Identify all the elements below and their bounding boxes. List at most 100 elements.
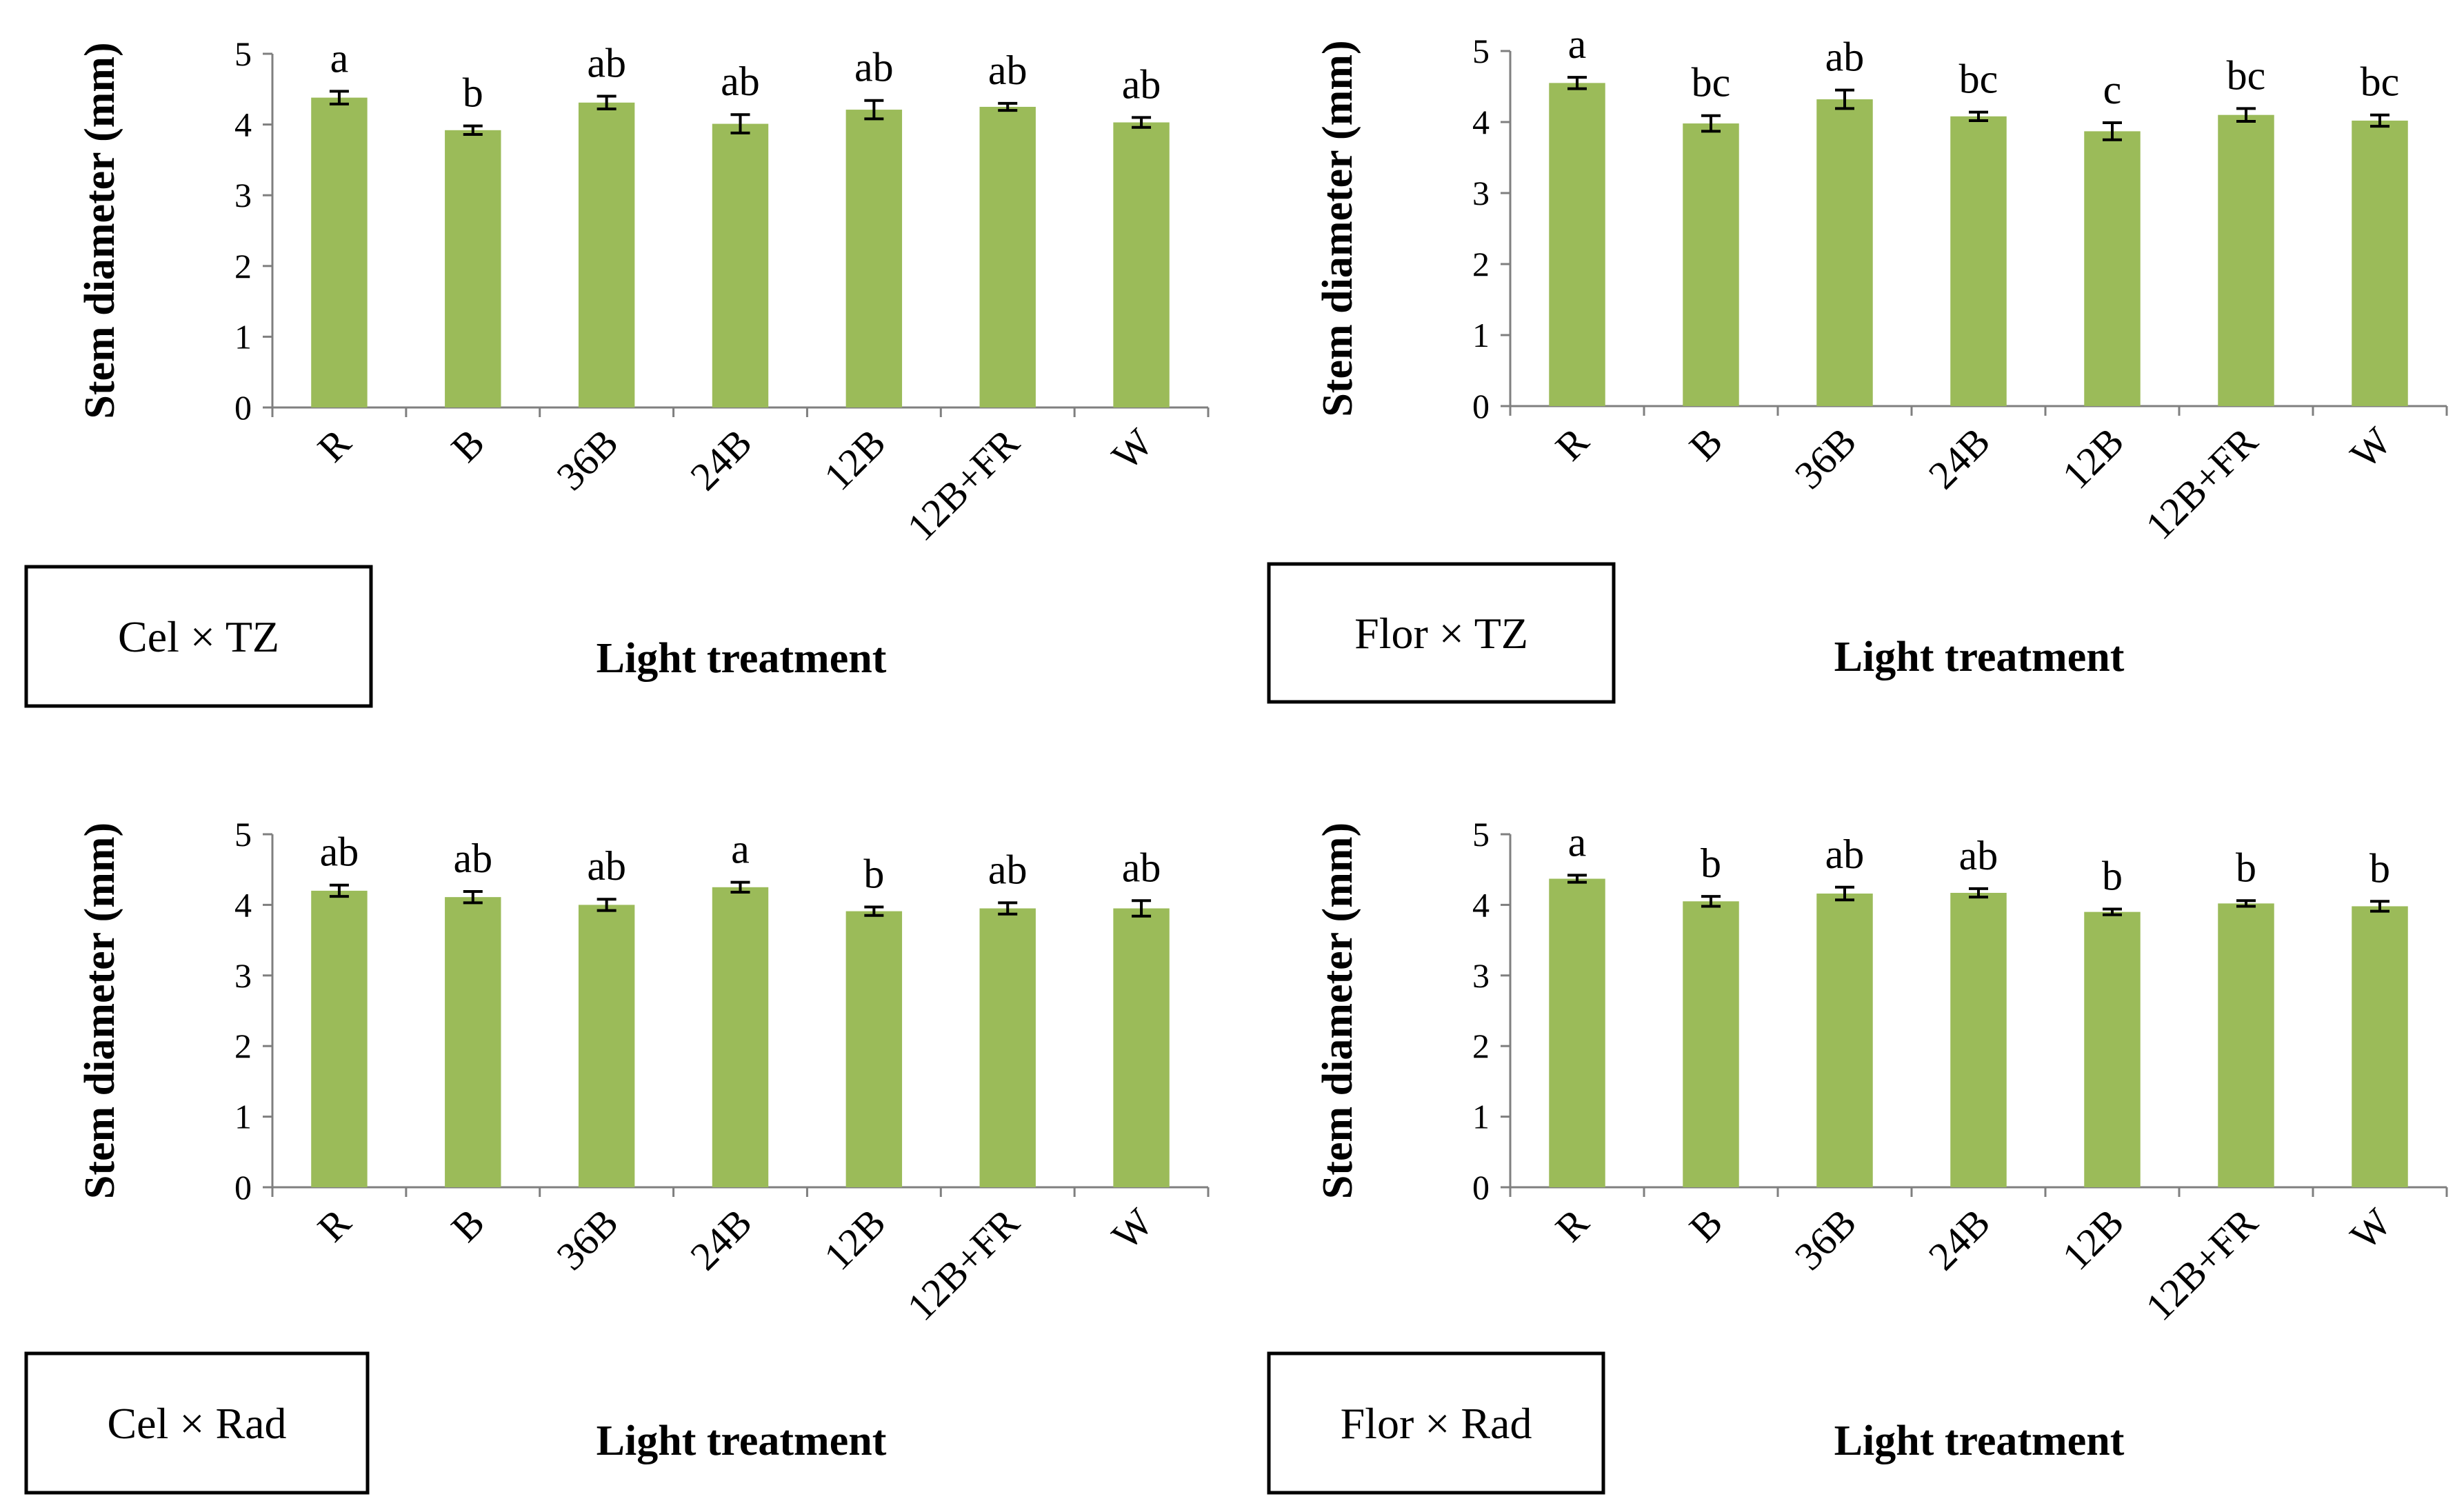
- category-label: 12B: [2054, 1200, 2132, 1278]
- significance-label: bc: [2361, 59, 2400, 105]
- panel-label: Cel × Rad: [107, 1399, 286, 1448]
- y-tick-label: 3: [1472, 956, 1490, 995]
- x-axis-title: Light treatment: [597, 635, 887, 682]
- category-label: 12B: [2054, 419, 2132, 497]
- bar-12B: [845, 911, 903, 1187]
- significance-label: b: [463, 70, 483, 116]
- panel-label-box: [24, 565, 373, 708]
- significance-label: bc: [1959, 57, 1998, 102]
- bar-B: [445, 897, 501, 1187]
- bar-R: [311, 97, 368, 407]
- bar-B: [1683, 901, 1739, 1187]
- significance-label: bc: [2227, 52, 2266, 98]
- category-label: 36B: [548, 420, 627, 498]
- bar-12B: [2084, 911, 2141, 1187]
- category-label: R: [309, 1200, 360, 1251]
- y-tick-label: 1: [234, 317, 252, 356]
- category-label: B: [443, 1200, 493, 1250]
- category-label: R: [1547, 419, 1598, 470]
- category-label: B: [1681, 419, 1731, 469]
- significance-label: ab: [988, 48, 1028, 93]
- y-axis-title: Stem diameter (mm): [77, 42, 123, 419]
- category-label: B: [443, 420, 493, 470]
- category-label: 24B: [1920, 1200, 1998, 1278]
- significance-label: ab: [1122, 845, 1161, 890]
- y-tick-label: 0: [234, 1168, 252, 1207]
- bar-W: [2352, 120, 2408, 406]
- y-axis-title: Stem diameter (mm): [1314, 823, 1361, 1199]
- significance-label: a: [1568, 21, 1587, 67]
- significance-label: ab: [1122, 61, 1161, 107]
- significance-label: bc: [1692, 60, 1731, 105]
- significance-label: b: [2236, 845, 2256, 890]
- y-tick-label: 4: [234, 885, 252, 924]
- y-tick-label: 5: [234, 815, 252, 854]
- y-tick-label: 2: [234, 1027, 252, 1065]
- category-label: R: [309, 420, 360, 471]
- bar-W: [2352, 906, 2408, 1187]
- significance-label: a: [330, 35, 349, 81]
- y-tick-label: 4: [1472, 885, 1490, 924]
- y-tick-label: 4: [1472, 103, 1490, 141]
- y-tick-label: 1: [1472, 316, 1490, 354]
- y-tick-label: 5: [1472, 815, 1490, 854]
- significance-label: ab: [1959, 833, 1998, 878]
- x-axis-title: Light treatment: [1834, 1418, 2125, 1464]
- bar-12B+FR: [979, 106, 1036, 407]
- panel-label: Cel × TZ: [118, 612, 279, 661]
- chart-panel-3: 0 1 2 3 4 5 ab Rab Bab 36B a 24B b 12B ab 12B+FR ab W Stem…: [24, 815, 1210, 1495]
- y-tick-label: 2: [1472, 245, 1490, 283]
- category-label: 24B: [681, 1200, 760, 1278]
- bar-W: [1113, 908, 1170, 1187]
- category-label: 12B: [815, 1200, 894, 1278]
- category-label: B: [1681, 1200, 1731, 1250]
- chart-panel-2: 0 1 2 3 4 5 a Rbc Bab 36B bc 24B c 12B bc 12B+FR bc W Stem…: [1267, 21, 2448, 704]
- bar-12B+FR: [2218, 903, 2274, 1187]
- panel-label-box: [1267, 1351, 1605, 1495]
- y-tick-label: 0: [1472, 1168, 1490, 1207]
- category-label: W: [1103, 420, 1162, 478]
- significance-label: b: [2102, 854, 2123, 899]
- y-tick-label: 2: [234, 247, 252, 285]
- bar-24B: [712, 887, 769, 1187]
- category-label: 12B+FR: [2137, 1200, 2267, 1329]
- y-tick-label: 3: [234, 176, 252, 214]
- significance-label: ab: [988, 847, 1028, 892]
- y-tick-label: 1: [234, 1098, 252, 1136]
- x-axis-title: Light treatment: [597, 1418, 887, 1464]
- bar-R: [1549, 878, 1605, 1187]
- significance-label: b: [1701, 840, 1721, 886]
- y-tick-label: 5: [1472, 32, 1490, 70]
- bar-12B+FR: [2218, 114, 2274, 406]
- chart-panel-1: 0 1 2 3 4 5 a Rb Bab 36B ab 24B ab 12B ab 12B+FR ab W Stem…: [24, 34, 1210, 708]
- category-label: 36B: [1786, 419, 1865, 497]
- bar-36B: [578, 102, 635, 407]
- bar-12B+FR: [979, 908, 1036, 1187]
- y-tick-label: 2: [1472, 1027, 1490, 1065]
- bar-24B: [1950, 116, 2007, 406]
- category-label: W: [2342, 1200, 2401, 1258]
- significance-label: ab: [1825, 34, 1865, 80]
- y-tick-label: 3: [1472, 174, 1490, 212]
- category-label: 36B: [1786, 1200, 1865, 1278]
- bar-36B: [1816, 894, 1873, 1187]
- bar-36B: [578, 905, 635, 1187]
- y-tick-label: 1: [1472, 1098, 1490, 1136]
- significance-label: b: [2369, 845, 2390, 891]
- bar-B: [1683, 123, 1739, 406]
- bar-12B: [845, 110, 903, 407]
- x-axis-title: Light treatment: [1834, 634, 2125, 681]
- significance-label: ab: [587, 41, 626, 86]
- category-label: R: [1547, 1200, 1598, 1251]
- panel-label: Flor × TZ: [1354, 609, 1528, 658]
- significance-label: ab: [1825, 831, 1865, 877]
- significance-label: ab: [320, 829, 359, 875]
- y-tick-label: 4: [234, 105, 252, 144]
- panel-label: Flor × Rad: [1341, 1399, 1532, 1448]
- significance-label: ab: [854, 45, 894, 90]
- category-label: 36B: [548, 1200, 627, 1278]
- bar-R: [1549, 83, 1605, 406]
- significance-label: c: [2103, 67, 2122, 112]
- significance-label: a: [1568, 819, 1587, 865]
